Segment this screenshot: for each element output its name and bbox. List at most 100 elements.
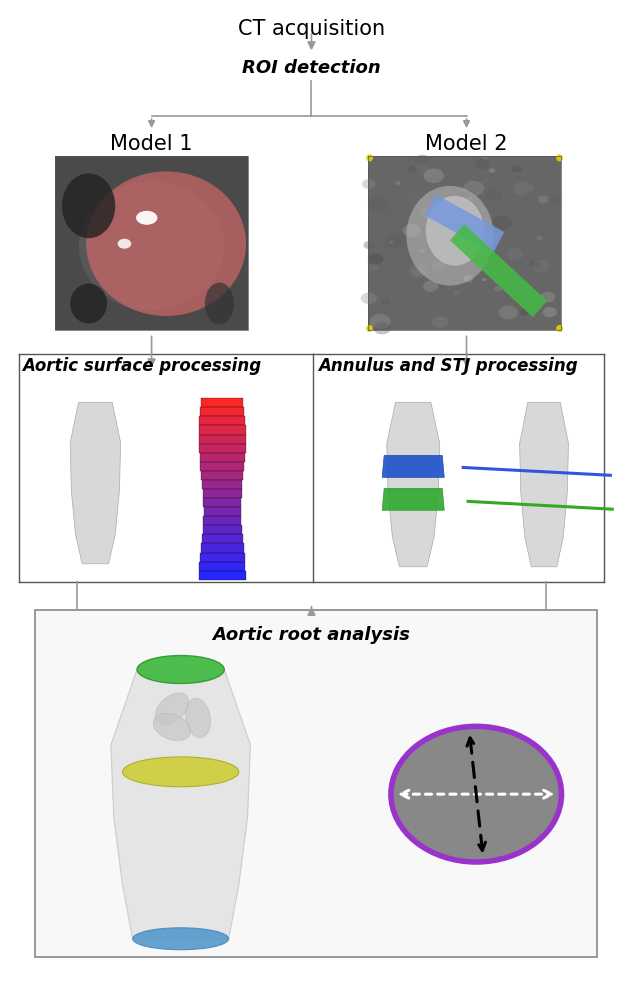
Ellipse shape [70,284,107,323]
Bar [54,156,248,330]
Ellipse shape [452,291,460,296]
Ellipse shape [556,325,563,332]
Text: Annulus and STJ processing: Annulus and STJ processing [318,357,578,375]
Ellipse shape [364,241,374,249]
Polygon shape [201,544,244,553]
Ellipse shape [62,174,115,238]
Ellipse shape [468,196,473,200]
Ellipse shape [409,191,429,206]
Ellipse shape [525,190,532,195]
Polygon shape [202,471,243,480]
Ellipse shape [419,248,426,253]
Ellipse shape [366,155,373,162]
Ellipse shape [420,206,436,218]
Ellipse shape [538,195,549,203]
Bar [367,156,561,330]
Text: Aortic surface processing: Aortic surface processing [22,357,261,375]
Ellipse shape [362,180,376,188]
Polygon shape [204,516,241,526]
Polygon shape [200,417,245,426]
Ellipse shape [434,196,452,210]
Ellipse shape [368,197,387,211]
Polygon shape [199,434,246,443]
Ellipse shape [118,239,131,249]
Ellipse shape [482,177,491,184]
Ellipse shape [419,168,435,179]
Ellipse shape [432,315,449,328]
Ellipse shape [137,656,224,683]
Ellipse shape [205,283,234,324]
Bar [35,610,597,956]
Ellipse shape [538,263,547,270]
Ellipse shape [540,292,556,303]
Ellipse shape [369,264,378,271]
Ellipse shape [408,265,427,278]
Ellipse shape [361,293,377,305]
Text: Aortic root analysis: Aortic root analysis [212,626,410,644]
Ellipse shape [489,169,495,173]
Text: CT acquisition: CT acquisition [238,19,385,40]
Ellipse shape [426,195,484,266]
Polygon shape [203,526,242,535]
Ellipse shape [514,182,533,195]
Ellipse shape [408,167,417,173]
Ellipse shape [548,195,561,204]
Polygon shape [111,670,250,938]
Polygon shape [450,224,547,317]
Ellipse shape [543,307,557,317]
Ellipse shape [463,181,484,195]
Polygon shape [202,480,243,489]
Ellipse shape [403,224,421,237]
Ellipse shape [530,261,540,268]
Polygon shape [199,561,245,570]
Ellipse shape [512,166,522,173]
Ellipse shape [374,322,391,334]
Bar [54,156,248,330]
Ellipse shape [499,306,518,319]
Ellipse shape [368,253,383,265]
Ellipse shape [79,181,224,310]
Polygon shape [382,488,444,510]
Ellipse shape [532,260,549,273]
Ellipse shape [537,236,543,240]
Polygon shape [202,535,243,544]
Polygon shape [200,553,244,561]
Polygon shape [70,403,120,563]
Polygon shape [204,498,241,507]
Ellipse shape [413,268,422,275]
Polygon shape [200,462,244,471]
Polygon shape [199,570,246,579]
Ellipse shape [415,155,429,166]
Ellipse shape [396,182,401,185]
Ellipse shape [370,314,390,329]
Text: ROI detection: ROI detection [242,60,381,77]
Polygon shape [199,443,246,452]
Ellipse shape [406,186,493,286]
Polygon shape [200,452,245,462]
Ellipse shape [476,239,483,244]
Ellipse shape [415,157,430,168]
Ellipse shape [482,278,486,281]
Ellipse shape [460,190,474,201]
Polygon shape [200,408,244,417]
Ellipse shape [136,211,157,225]
Ellipse shape [153,713,191,741]
Ellipse shape [463,275,474,283]
Polygon shape [204,507,241,516]
Ellipse shape [421,243,433,252]
Polygon shape [382,455,444,477]
Polygon shape [520,403,568,566]
Polygon shape [201,398,243,408]
Text: Model 2: Model 2 [425,134,508,154]
Ellipse shape [423,281,438,292]
Ellipse shape [431,261,447,272]
Ellipse shape [383,188,387,191]
Ellipse shape [492,216,512,231]
Ellipse shape [389,241,394,244]
Ellipse shape [520,309,529,315]
Ellipse shape [494,286,502,292]
Polygon shape [387,403,440,566]
Ellipse shape [492,253,498,257]
Ellipse shape [556,155,563,162]
Polygon shape [199,426,246,434]
